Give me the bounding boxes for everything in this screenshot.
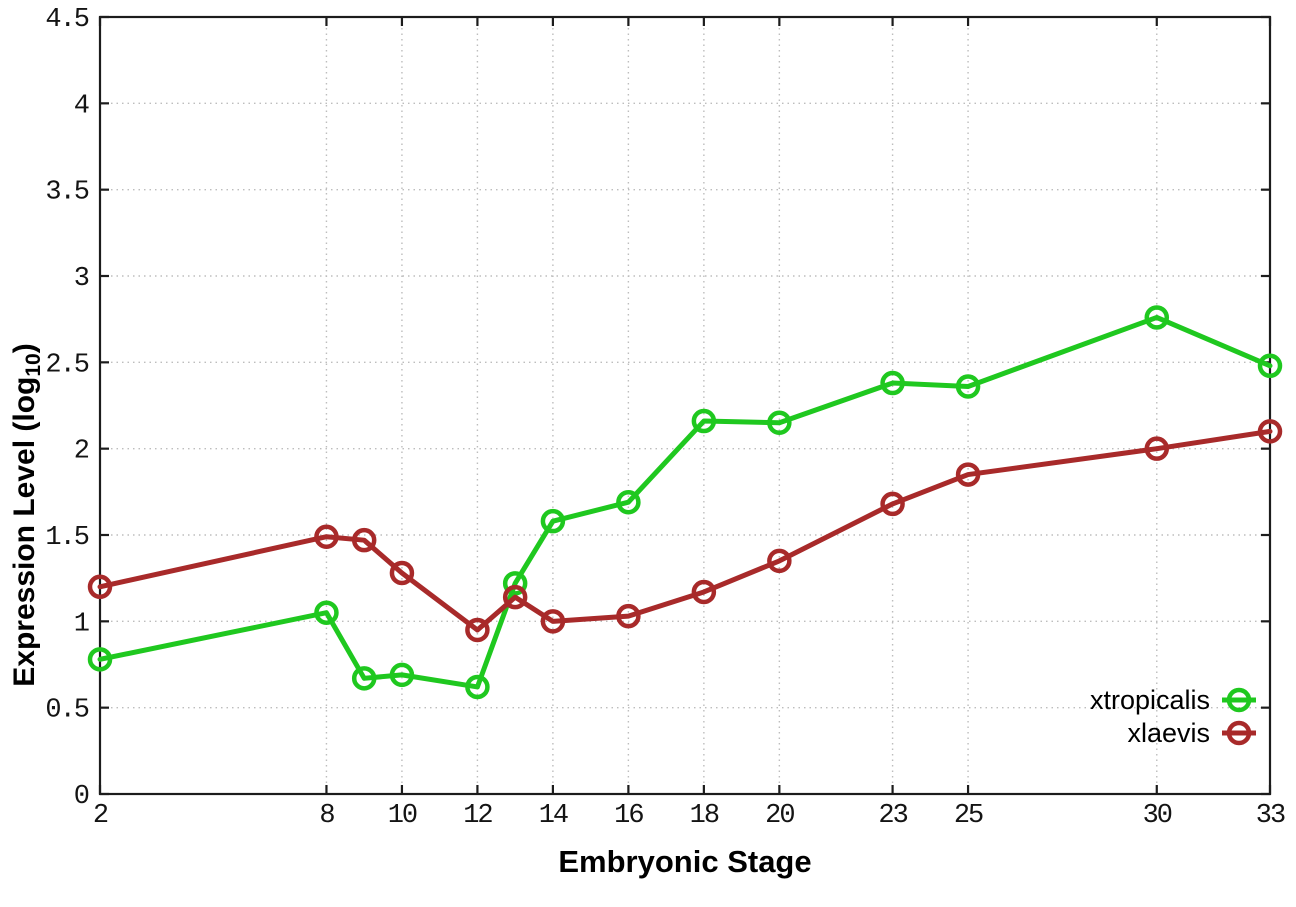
y-tick-label: 0.5 bbox=[45, 696, 88, 726]
data-point-xtropicalis bbox=[351, 666, 377, 691]
x-tick-label: 25 bbox=[954, 801, 983, 831]
x-tick-label: 2 bbox=[93, 801, 108, 831]
data-point-xlaevis bbox=[314, 524, 339, 549]
x-tick-label: 14 bbox=[539, 801, 568, 831]
y-axis-title-suffix: ) bbox=[8, 343, 41, 354]
x-tick-label: 30 bbox=[1143, 801, 1172, 831]
data-point-xlaevis bbox=[691, 579, 717, 605]
y-axis-title: Expression Level (log10) bbox=[8, 343, 46, 686]
y-tick-label: 4.5 bbox=[45, 5, 88, 35]
y-axis-title-subscript: 10 bbox=[22, 353, 45, 377]
data-point-xlaevis bbox=[767, 548, 792, 574]
x-tick-label: 18 bbox=[690, 801, 719, 831]
y-tick-label: 3.5 bbox=[45, 178, 88, 208]
data-point-xlaevis bbox=[616, 603, 641, 629]
y-tick-label: 2 bbox=[74, 437, 89, 467]
data-point-xtropicalis bbox=[389, 662, 415, 688]
x-tick-label: 10 bbox=[388, 801, 417, 831]
data-point-xlaevis bbox=[1144, 436, 1170, 461]
data-point-xlaevis bbox=[351, 527, 377, 553]
data-point-xtropicalis bbox=[955, 374, 981, 399]
data-point-xlaevis bbox=[389, 560, 415, 586]
plot-border bbox=[98, 15, 1272, 796]
x-tick-label: 16 bbox=[614, 801, 643, 831]
y-tick-label: 1 bbox=[74, 609, 89, 639]
data-point-xlaevis bbox=[540, 609, 566, 634]
y-tick-label: 3 bbox=[74, 264, 89, 294]
data-point-xtropicalis bbox=[314, 600, 339, 625]
data-point-xtropicalis bbox=[465, 674, 490, 700]
data-point-xtropicalis bbox=[540, 508, 566, 534]
data-point-xtropicalis bbox=[1257, 353, 1283, 379]
legend-marker-xlaevis bbox=[1226, 720, 1252, 746]
x-tick-label: 20 bbox=[765, 801, 794, 831]
legend-label-xlaevis: xlaevis bbox=[1127, 718, 1210, 748]
data-point-xlaevis bbox=[87, 574, 113, 600]
data-point-xtropicalis bbox=[1144, 305, 1170, 330]
data-point-xlaevis bbox=[465, 617, 490, 643]
y-tick-label: 0 bbox=[74, 782, 89, 812]
data-point-xtropicalis bbox=[691, 408, 717, 434]
data-point-xlaevis bbox=[880, 491, 905, 517]
data-point-xlaevis bbox=[955, 462, 981, 487]
y-tick-label: 2.5 bbox=[45, 350, 88, 380]
y-tick-label: 4 bbox=[74, 91, 89, 121]
data-point-xtropicalis bbox=[880, 370, 905, 396]
legend-marker-xtropicalis bbox=[1226, 687, 1252, 713]
data-point-xtropicalis bbox=[616, 489, 641, 515]
x-tick-label: 8 bbox=[319, 801, 334, 831]
data-point-xlaevis bbox=[1257, 419, 1283, 444]
data-point-xtropicalis bbox=[502, 571, 528, 596]
x-axis-title: Embryonic Stage bbox=[558, 844, 812, 879]
data-point-xtropicalis bbox=[87, 647, 113, 672]
data-point-xlaevis bbox=[502, 584, 528, 610]
y-tick-label: 1.5 bbox=[45, 523, 88, 553]
series-line-xtropicalis bbox=[97, 314, 1273, 690]
y-axis-title-text: Expression Level (log bbox=[8, 376, 41, 687]
legend-label-xtropicalis: xtropicalis bbox=[1090, 685, 1210, 715]
data-point-xtropicalis bbox=[767, 410, 792, 436]
x-tick-label: 12 bbox=[463, 801, 492, 831]
x-tick-label: 33 bbox=[1256, 801, 1285, 831]
series-line-xlaevis bbox=[97, 428, 1273, 633]
x-tick-label: 23 bbox=[878, 801, 907, 831]
